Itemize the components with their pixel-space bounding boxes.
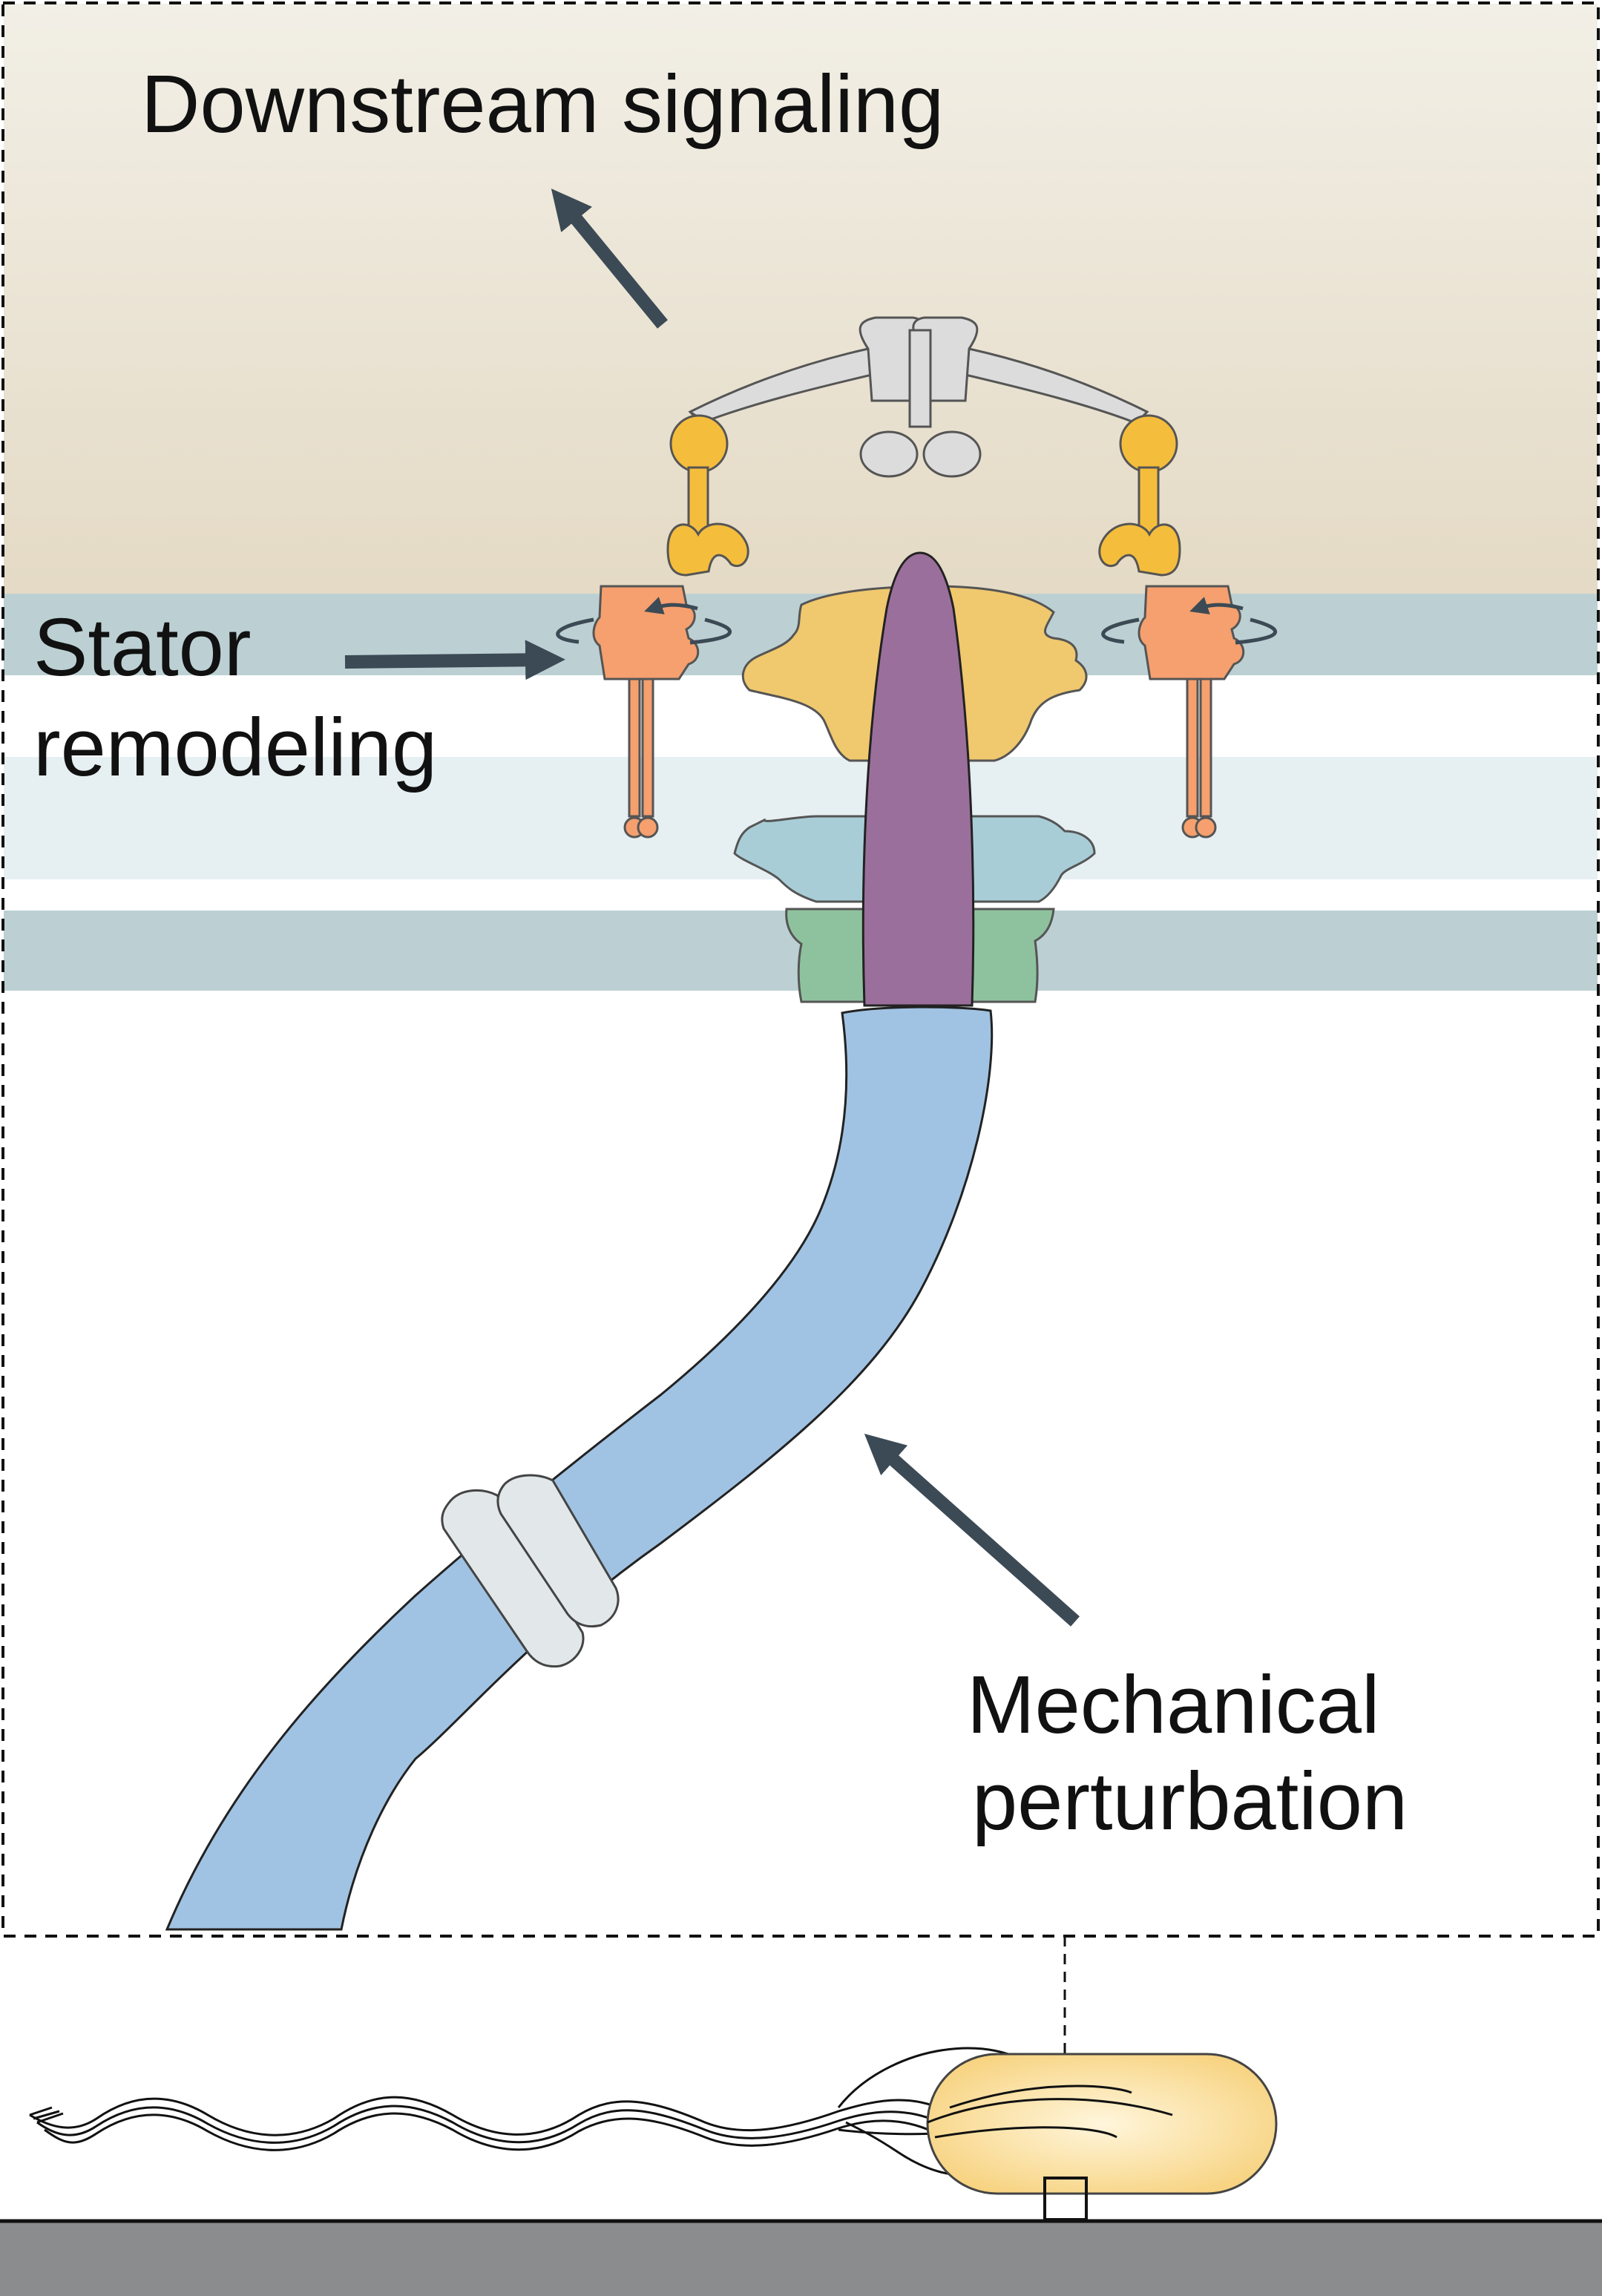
stator-unit-left bbox=[592, 585, 700, 839]
y-protein-right bbox=[1098, 414, 1181, 577]
surface bbox=[0, 2221, 1602, 2296]
rod bbox=[861, 551, 975, 1007]
zoom-frame bbox=[1, 1, 1600, 1938]
cytoplasm-region bbox=[4, 4, 1598, 594]
signaling-protein-complex bbox=[688, 316, 1149, 478]
stator-rotation-right-icon bbox=[1101, 597, 1277, 645]
downstream-signaling-label: Downstream signaling bbox=[141, 59, 944, 150]
zoom-target-box bbox=[1043, 2177, 1088, 2221]
downstream-arrow-icon bbox=[551, 188, 668, 329]
bacterial-cell bbox=[926, 2053, 1278, 2195]
mechanical-arrow-icon bbox=[864, 1434, 1080, 1627]
cell-internal-flagella bbox=[927, 2085, 1173, 2139]
mechanical-perturbation-label-line2: perturbation bbox=[972, 1756, 1408, 1847]
flagellar-filament bbox=[165, 1006, 994, 1931]
stator-unit-right bbox=[1138, 585, 1245, 839]
y-protein-left bbox=[666, 410, 749, 577]
mechanical-perturbation-label-line1: Mechanical bbox=[967, 1659, 1379, 1751]
hook-filament-junction bbox=[441, 1474, 620, 1668]
stator-remodeling-label-line2: remodeling bbox=[33, 702, 437, 793]
stator-rotation-left-icon bbox=[556, 597, 732, 645]
stator-remodeling-label-line1: Stator bbox=[33, 602, 251, 693]
flagella-bundle bbox=[29, 2047, 1070, 2178]
stator-arrow-icon bbox=[344, 640, 565, 680]
